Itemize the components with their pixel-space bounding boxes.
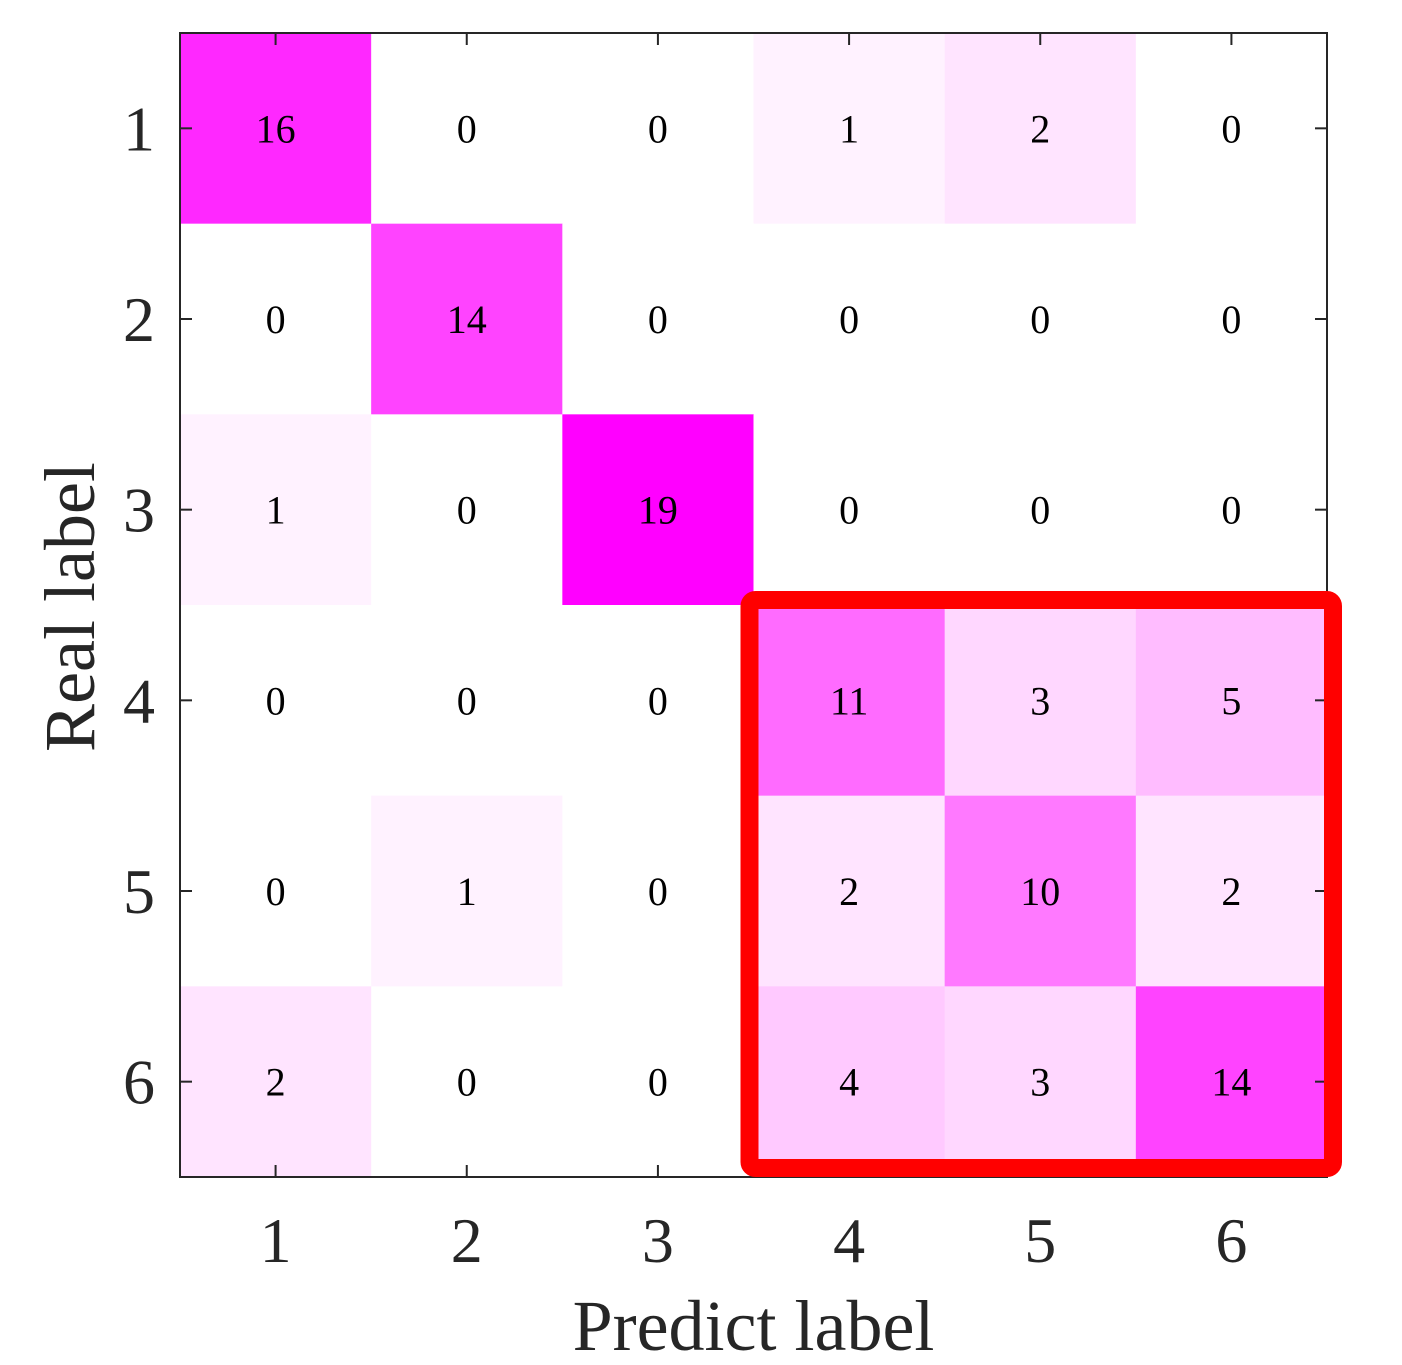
cell-value-r6-c3: 0	[648, 1060, 668, 1105]
cell-value-r4-c1: 0	[266, 678, 286, 723]
cell-value-r4-c4: 11	[830, 678, 869, 723]
cell-r4-c4	[753, 605, 946, 797]
y-tick-label-2: 2	[123, 284, 155, 355]
cell-value-r5-c1: 0	[266, 869, 286, 914]
cell-r3-c2	[371, 414, 563, 606]
x-tick-label-5: 5	[1024, 1205, 1056, 1276]
cell-r5-c1	[180, 795, 372, 987]
y-tick-labels: 1 2 3 4 5 6	[123, 93, 155, 1117]
cell-r2-c1	[180, 223, 372, 415]
cell-r1-c2	[371, 33, 563, 225]
x-tick-label-2: 2	[451, 1205, 483, 1276]
cell-value-r3-c6: 0	[1221, 488, 1241, 533]
cell-value-r3-c5: 0	[1030, 488, 1050, 533]
cell-r5-c6	[1135, 795, 1328, 987]
cell-value-r5-c4: 2	[839, 869, 859, 914]
cell-value-r1-c2: 0	[457, 106, 477, 151]
cell-r3-c4	[753, 414, 946, 606]
cell-r5-c2	[371, 795, 563, 987]
cell-value-r3-c1: 1	[266, 488, 286, 533]
cell-r1-c4	[753, 33, 946, 225]
cell-value-r2-c4: 0	[839, 297, 859, 342]
y-tick-label-6: 6	[123, 1047, 155, 1118]
cell-value-r1-c5: 2	[1030, 106, 1050, 151]
cell-r1-c6	[1135, 33, 1328, 225]
cell-r4-c6	[1135, 605, 1328, 797]
cell-r2-c3	[562, 223, 754, 415]
y-tick-label-5: 5	[123, 856, 155, 927]
cell-r1-c5	[944, 33, 1137, 225]
cell-value-r6-c6: 14	[1211, 1060, 1251, 1105]
cell-value-r6-c2: 0	[457, 1060, 477, 1105]
cell-value-r5-c2: 1	[457, 869, 477, 914]
cell-r4-c1	[180, 605, 372, 797]
x-tick-labels: 1 2 3 4 5 6	[260, 1205, 1248, 1276]
cell-r3-c3	[562, 414, 754, 606]
y-axis-title: Real label	[30, 462, 110, 752]
cell-value-r1-c1: 16	[256, 106, 296, 151]
x-axis-title: Predict label	[573, 1286, 935, 1365]
cell-value-r3-c2: 0	[457, 488, 477, 533]
cell-r1-c1	[180, 33, 372, 225]
cell-r6-c6	[1135, 986, 1328, 1178]
heatmap-cells	[180, 33, 1328, 1178]
cell-r3-c6	[1135, 414, 1328, 606]
y-tick-label-4: 4	[123, 665, 155, 736]
cell-value-r5-c5: 10	[1020, 869, 1060, 914]
cell-r3-c1	[180, 414, 372, 606]
cell-value-r4-c6: 5	[1221, 678, 1241, 723]
cell-value-r4-c3: 0	[648, 678, 668, 723]
cell-r2-c6	[1135, 223, 1328, 415]
cell-r2-c4	[753, 223, 946, 415]
cell-value-r5-c6: 2	[1221, 869, 1241, 914]
cell-value-r4-c2: 0	[457, 678, 477, 723]
y-tick-label-1: 1	[123, 93, 155, 164]
cell-r5-c5	[944, 795, 1137, 987]
x-tick-label-6: 6	[1215, 1205, 1247, 1276]
x-tick-label-1: 1	[260, 1205, 292, 1276]
cell-value-r6-c4: 4	[839, 1060, 859, 1105]
cell-r1-c3	[562, 33, 754, 225]
cell-r2-c2	[371, 223, 563, 415]
cell-value-labels: 16 0 0 1 2 00 14 0 0 0 01 0 19 0 0 00 0 0 11 3 50 1 0 2 10 22 0 0 4 3…	[256, 106, 1252, 1104]
cell-r6-c4	[753, 986, 946, 1178]
cell-r5-c4	[753, 795, 946, 987]
cell-r4-c3	[562, 605, 754, 797]
cell-value-r2-c6: 0	[1221, 297, 1241, 342]
cell-r6-c5	[944, 986, 1137, 1178]
cell-value-r2-c3: 0	[648, 297, 668, 342]
cell-value-r5-c3: 0	[648, 869, 668, 914]
cell-value-r4-c5: 3	[1030, 678, 1050, 723]
x-tick-label-4: 4	[833, 1205, 865, 1276]
cell-r6-c1	[180, 986, 372, 1178]
cell-value-r1-c6: 0	[1221, 106, 1241, 151]
cell-value-r1-c4: 1	[839, 106, 859, 151]
cell-r4-c2	[371, 605, 563, 797]
cell-r3-c5	[944, 414, 1137, 606]
cell-value-r3-c4: 0	[839, 488, 859, 533]
cell-value-r1-c3: 0	[648, 106, 668, 151]
cell-value-r3-c3: 19	[638, 488, 678, 533]
cell-value-r6-c5: 3	[1030, 1060, 1050, 1105]
cell-value-r2-c1: 0	[266, 297, 286, 342]
cell-r6-c2	[371, 986, 563, 1178]
y-tick-label-3: 3	[123, 475, 155, 546]
cell-r6-c3	[562, 986, 754, 1178]
cell-r4-c5	[944, 605, 1137, 797]
cell-value-r2-c2: 14	[447, 297, 487, 342]
highlight-box	[740, 591, 1342, 1177]
cell-value-r2-c5: 0	[1030, 297, 1050, 342]
cell-r2-c5	[944, 223, 1137, 415]
cell-r5-c3	[562, 795, 754, 987]
x-tick-label-3: 3	[642, 1205, 674, 1276]
cell-value-r6-c1: 2	[266, 1060, 286, 1105]
